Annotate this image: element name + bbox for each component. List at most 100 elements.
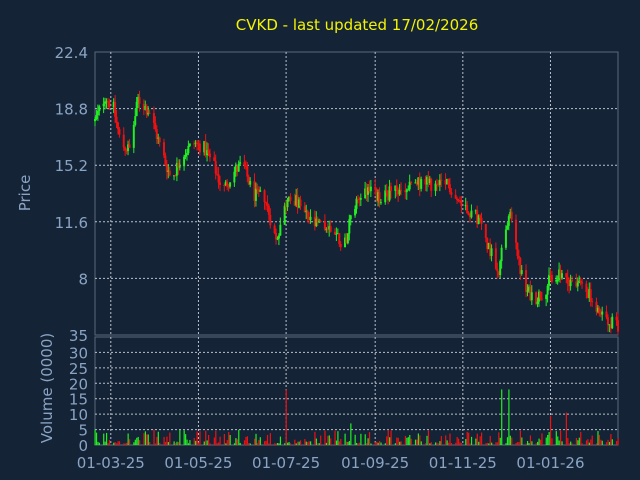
volume-bar (506, 437, 509, 445)
candle-body (365, 188, 368, 195)
candle-body (520, 270, 523, 274)
volume-bar (414, 439, 417, 445)
volume-bar (310, 441, 312, 445)
candle-body (384, 190, 387, 203)
candle-body (273, 225, 276, 234)
volume-bar (324, 430, 326, 445)
volume-bar (166, 436, 168, 445)
candle-body (203, 141, 206, 153)
candle-body (95, 115, 98, 119)
candle-body (437, 183, 440, 185)
volume-bar (577, 440, 579, 445)
volume-bar (163, 436, 165, 445)
volume-bar (364, 434, 366, 445)
volume-bar (600, 439, 602, 445)
volume-bar (455, 442, 457, 445)
candle-body (106, 101, 109, 103)
volume-bar (380, 442, 382, 445)
volume-bar (153, 429, 155, 445)
volume-bar (358, 442, 361, 445)
price-tick-label: 8 (78, 270, 88, 288)
candle-body (98, 106, 101, 112)
volume-bar (147, 434, 149, 445)
candle-body (213, 157, 216, 161)
candle-body (536, 301, 539, 305)
volume-bar (124, 443, 126, 445)
candle-body (208, 153, 211, 158)
volume-bar (157, 431, 159, 445)
volume-bar (183, 430, 185, 445)
volume-bar (445, 435, 447, 445)
candle-body (359, 198, 362, 200)
volume-bar (177, 442, 180, 445)
candle-body (264, 202, 267, 204)
candle-body (226, 181, 229, 187)
volume-bar (610, 434, 612, 445)
volume-bar (305, 441, 307, 445)
volume-bar (185, 434, 187, 445)
volume-bar (307, 442, 309, 445)
volume-bar (103, 433, 105, 445)
candle-body (132, 125, 135, 148)
candle-body (588, 289, 591, 299)
candle-body (389, 186, 392, 191)
volume-bar (299, 440, 302, 445)
candle-body (246, 165, 249, 177)
candle-body (308, 218, 311, 221)
volume-bar (476, 433, 478, 445)
volume-bar (446, 440, 448, 445)
price-tick-label: 18.8 (55, 101, 88, 119)
volume-bar (335, 440, 338, 445)
volume-bar (368, 432, 371, 445)
volume-bar (114, 442, 116, 445)
candle-body (198, 143, 201, 153)
candle-body (476, 210, 479, 224)
volume-bar (208, 434, 210, 445)
volume-bar (219, 436, 221, 445)
volume-bar (555, 431, 557, 445)
volume-bar (475, 438, 477, 445)
volume-bar (95, 432, 98, 445)
candle-body (458, 200, 461, 202)
volume-bar (535, 443, 537, 445)
volume-bar (193, 437, 195, 445)
volume-bar (134, 439, 136, 445)
candle-body (460, 200, 463, 207)
volume-bar (226, 440, 228, 445)
volume-bar (560, 430, 562, 445)
volume-bar (410, 438, 412, 445)
candle-body (519, 258, 522, 274)
candle-body (348, 219, 351, 234)
candle-body (204, 141, 207, 156)
volume-bar (233, 443, 236, 445)
price-axis-label: Price (16, 175, 34, 212)
candle-body (173, 175, 176, 177)
volume-bar (539, 439, 542, 445)
candle-body (356, 198, 359, 200)
candle-body (142, 103, 145, 110)
volume-bar (318, 443, 320, 445)
volume-bar (295, 443, 297, 445)
volume-bar (439, 441, 441, 445)
candle-body (127, 144, 130, 151)
volume-bar (367, 438, 369, 445)
candle-body (183, 156, 186, 167)
candle-body (358, 198, 361, 200)
candle-body (526, 290, 529, 292)
volume-bar (347, 441, 349, 445)
volume-bar (328, 435, 330, 445)
volume-bar (508, 389, 510, 445)
candle-body (267, 205, 270, 215)
candle-body (500, 247, 503, 262)
volume-bar (430, 442, 432, 445)
candle-body (545, 294, 548, 300)
volume-bar (294, 439, 296, 445)
volume-bar (104, 441, 106, 445)
volume-bar (259, 437, 261, 445)
candle-body (617, 320, 619, 332)
candle-body (375, 188, 378, 201)
chart-title: CVKD - last updated 17/02/2026 (236, 16, 479, 34)
volume-bar (588, 442, 590, 445)
volume-bar (126, 442, 128, 445)
